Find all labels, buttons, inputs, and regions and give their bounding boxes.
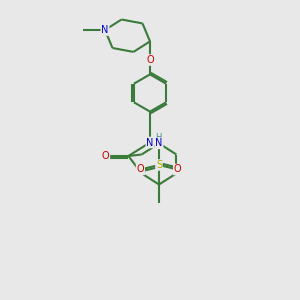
Text: N: N: [155, 138, 163, 148]
Text: N: N: [101, 25, 109, 35]
Text: N: N: [146, 137, 154, 148]
Text: O: O: [136, 164, 144, 175]
Text: H: H: [155, 133, 162, 142]
Text: O: O: [146, 55, 154, 65]
Text: O: O: [174, 164, 182, 175]
Text: S: S: [156, 160, 162, 170]
Text: O: O: [102, 151, 110, 161]
